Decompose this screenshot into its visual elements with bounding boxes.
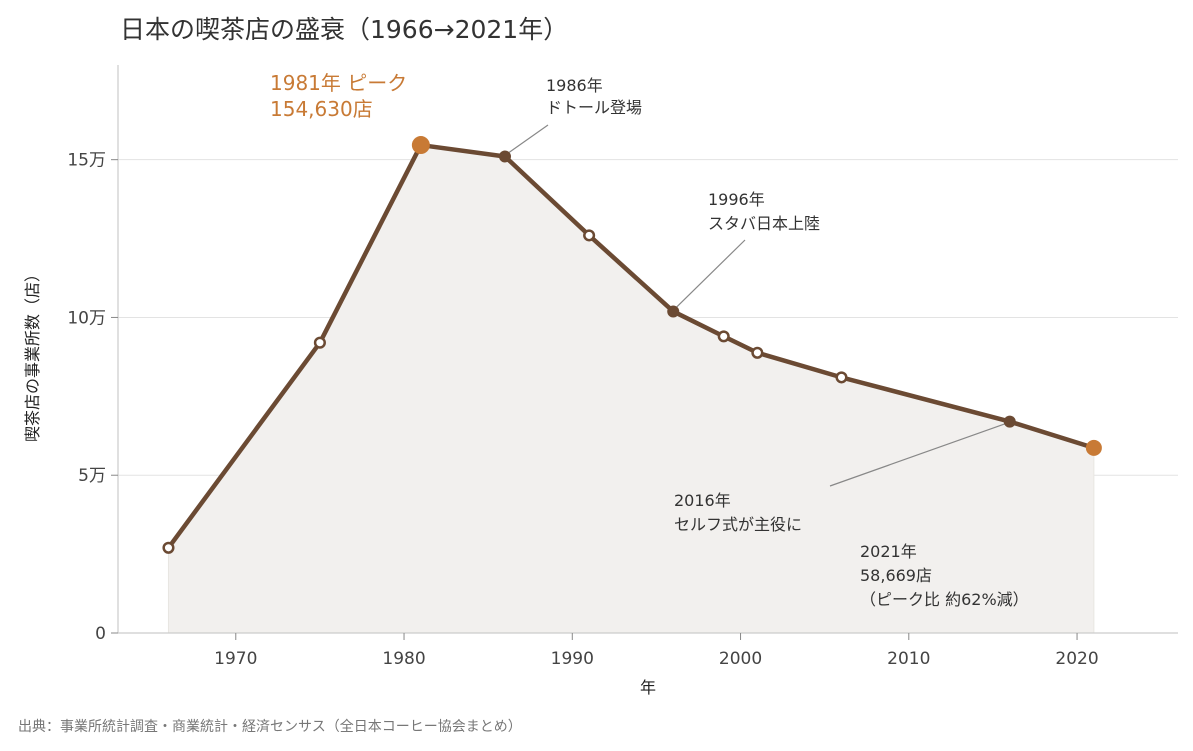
annotation-starbucks: スタバ日本上陸 bbox=[708, 214, 820, 233]
annotation-starbucks: 1996年 bbox=[708, 190, 765, 209]
data-point bbox=[751, 346, 764, 359]
x-tick-label: 2020 bbox=[1055, 649, 1098, 669]
data-point-highlight bbox=[411, 136, 430, 155]
data-point bbox=[162, 541, 175, 554]
source-note: 出典：事業所統計調査・商業統計・経済センサス（全日本コーヒー協会まとめ） bbox=[18, 719, 522, 735]
data-point bbox=[835, 371, 848, 384]
data-point-milestone bbox=[498, 150, 511, 163]
data-point-milestone bbox=[667, 305, 680, 318]
annotation-peak: 1981年 ピーク bbox=[270, 71, 407, 95]
x-tick-label: 2000 bbox=[719, 649, 762, 669]
annotation-doutor: ドトール登場 bbox=[546, 98, 642, 117]
data-point-milestone bbox=[1003, 415, 1016, 428]
annotation-peak: 154,630店 bbox=[270, 97, 373, 121]
x-axis-label: 年 bbox=[640, 678, 656, 697]
x-tick-label: 1980 bbox=[382, 649, 425, 669]
annotation-doutor: 1986年 bbox=[546, 76, 603, 95]
y-tick-label: 0 bbox=[95, 624, 106, 644]
annotation-latest: 58,669店 bbox=[860, 566, 932, 585]
data-point bbox=[717, 330, 730, 343]
y-tick-label: 10万 bbox=[67, 308, 106, 328]
x-tick-label: 2010 bbox=[887, 649, 930, 669]
annotation-latest: （ピーク比 約62%減） bbox=[860, 590, 1029, 609]
annotation-latest: 2021年 bbox=[860, 542, 917, 561]
y-tick-label: 5万 bbox=[78, 466, 106, 486]
x-tick-label: 1970 bbox=[214, 649, 257, 669]
annotation-self-service: セルフ式が主役に bbox=[674, 515, 802, 534]
leader-line-self-service bbox=[829, 423, 1006, 487]
area-fill bbox=[167, 144, 1095, 634]
x-tick-label: 1990 bbox=[551, 649, 594, 669]
y-tick-label: 15万 bbox=[67, 151, 106, 171]
leader-line-doutor bbox=[508, 124, 549, 154]
data-point bbox=[583, 229, 596, 242]
y-axis-label: 喫茶店の事業所数（店） bbox=[23, 266, 42, 442]
leader-line-starbucks bbox=[675, 239, 746, 308]
annotation-self-service: 2016年 bbox=[674, 491, 731, 510]
chart-title: 日本の喫茶店の盛衰（1966→2021年） bbox=[120, 15, 569, 44]
data-point-highlight bbox=[1085, 439, 1102, 456]
data-point bbox=[313, 336, 326, 349]
